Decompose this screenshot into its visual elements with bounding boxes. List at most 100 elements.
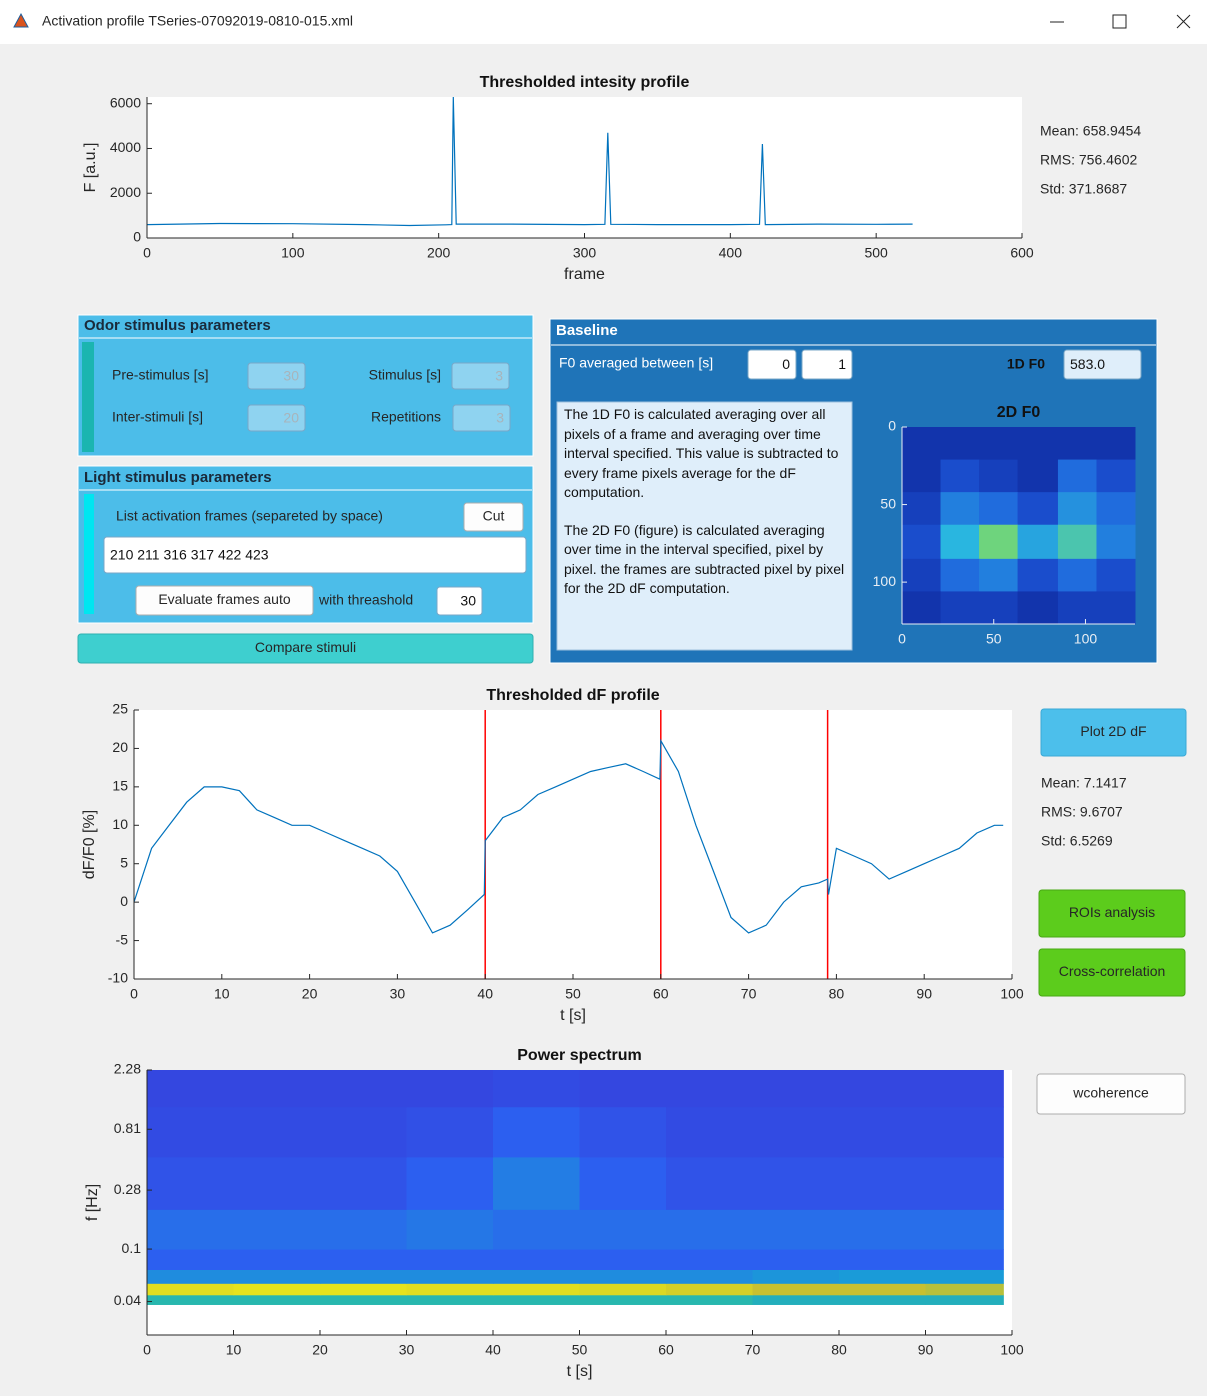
app-window: Activation profile TSeries-07092019-0810… [0,0,1207,1396]
heatmap-cell [926,1070,1004,1107]
x-axis-label: t [s] [560,1007,586,1024]
heatmap-cell [407,1157,494,1210]
heatmap-cell [902,460,941,493]
heatmap-cell [666,1209,753,1249]
heatmap-cell [1058,460,1097,493]
heatmap-cell [580,1107,667,1158]
threshold-input-value: 30 [460,593,476,609]
field-label: Pre-stimulus [s] [112,367,208,383]
y-tick-label: -5 [116,931,129,947]
x-tick-label: 90 [918,1342,934,1358]
heatmap-cell [666,1070,753,1107]
heatmap-cell [493,1209,580,1249]
x-tick-label: 0 [143,245,151,261]
heatmap-cell [580,1070,667,1107]
x-tick-label: 200 [427,245,451,261]
y-axis-label: dF/F0 [%] [81,810,98,879]
range-start-input-value: 0 [782,356,790,372]
heatmap-cell [320,1157,407,1210]
x-tick-label: 100 [1000,986,1024,1002]
x-tick-label: 100 [1074,631,1098,647]
heatmap-cell [839,1283,926,1295]
x-tick-label: 60 [653,986,669,1002]
heatmap-cell [979,460,1018,493]
heatmap-cell [234,1157,321,1210]
heatmap-cell [147,1107,234,1158]
heatmap-cell [839,1107,926,1158]
heatmap-cell [941,525,980,560]
heatmap-cell [493,1157,580,1210]
panel-title: Light stimulus parameters [84,469,272,486]
stat-text: Mean: 7.1417 [1041,775,1127,791]
heatmap-cell [234,1249,321,1270]
heatmap-cell [666,1157,753,1210]
description-paragraph: The 2D F0 (figure) is calculated averagi… [564,521,848,599]
heatmap-cell [1096,525,1135,560]
field-label: F0 averaged between [s] [559,355,713,371]
disabled-field-value: 30 [283,368,299,384]
x-axis-label: t [s] [567,1363,593,1380]
heatmap-cell [147,1157,234,1210]
x-tick-label: 40 [477,986,493,1002]
disabled-field-value: 20 [283,410,299,426]
heatmap-cell [320,1249,407,1270]
x-tick-label: 30 [390,986,406,1002]
x-tick-label: 80 [829,986,845,1002]
y-tick-label: 0 [888,418,896,434]
x-tick-label: 90 [916,986,932,1002]
heatmap-cell [666,1283,753,1295]
heatmap-cell [979,559,1018,592]
y-tick-label: 6000 [110,94,141,110]
y-tick-label: 0.1 [122,1240,142,1256]
heatmap-cell [979,591,1018,624]
y-tick-label: 15 [112,778,128,794]
y-tick-label: 0 [120,893,128,909]
y-axis-label: f [Hz] [84,1184,101,1221]
heatmap-cell [1058,492,1097,525]
heatmap-cell [926,1107,1004,1158]
heatmap-cell [753,1209,840,1249]
x-tick-label: 0 [143,1342,151,1358]
heatmap-cell [979,492,1018,525]
heatmap-cell [147,1070,234,1107]
heatmap-cell [1096,559,1135,592]
heatmap-cell [580,1283,667,1295]
stat-text: Std: 371.8687 [1040,181,1127,197]
heatmap-cell [1018,591,1059,624]
heatmap-cell [1058,559,1097,592]
x-tick-label: 10 [226,1342,242,1358]
x-tick-label: 20 [302,986,318,1002]
f0-output-value: 583.0 [1070,356,1105,372]
heatmap-cell [666,1269,753,1283]
chart-title: Power spectrum [517,1047,641,1064]
chart-title: Thresholded intesity profile [480,74,690,91]
heatmap-cell [839,1295,926,1305]
evaluate-button-label: Evaluate frames auto [158,591,291,607]
heatmap-cell [234,1070,321,1107]
heatmap-cell [493,1107,580,1158]
heatmap-cell [147,1249,234,1270]
heatmap-cell [979,525,1018,560]
x-tick-label: 0 [898,631,906,647]
heatmap-cell [320,1107,407,1158]
y-tick-label: 0.81 [114,1120,141,1136]
heatmap-cell [753,1283,840,1295]
heatmap-cell [1058,525,1097,560]
heatmap-cell [1018,427,1059,460]
frames-input-value: 210 211 316 317 422 423 [110,547,269,563]
x-tick-label: 100 [1000,1342,1024,1358]
y-tick-label: 0 [133,229,141,245]
heatmap-cell [493,1070,580,1107]
heatmap-cell [839,1269,926,1283]
y-tick-label: 2000 [110,184,141,200]
heatmap-cell [902,559,941,592]
panel-accent [82,342,94,452]
heatmap-cell [493,1295,580,1305]
heatmap-cell [1018,525,1059,560]
x-tick-label: 20 [312,1342,328,1358]
chart-title: Thresholded dF profile [486,687,659,704]
heatmap-cell [147,1269,234,1283]
heatmap-cell [234,1295,321,1305]
cut-button-label: Cut [483,508,505,524]
heatmap-cell [493,1249,580,1270]
